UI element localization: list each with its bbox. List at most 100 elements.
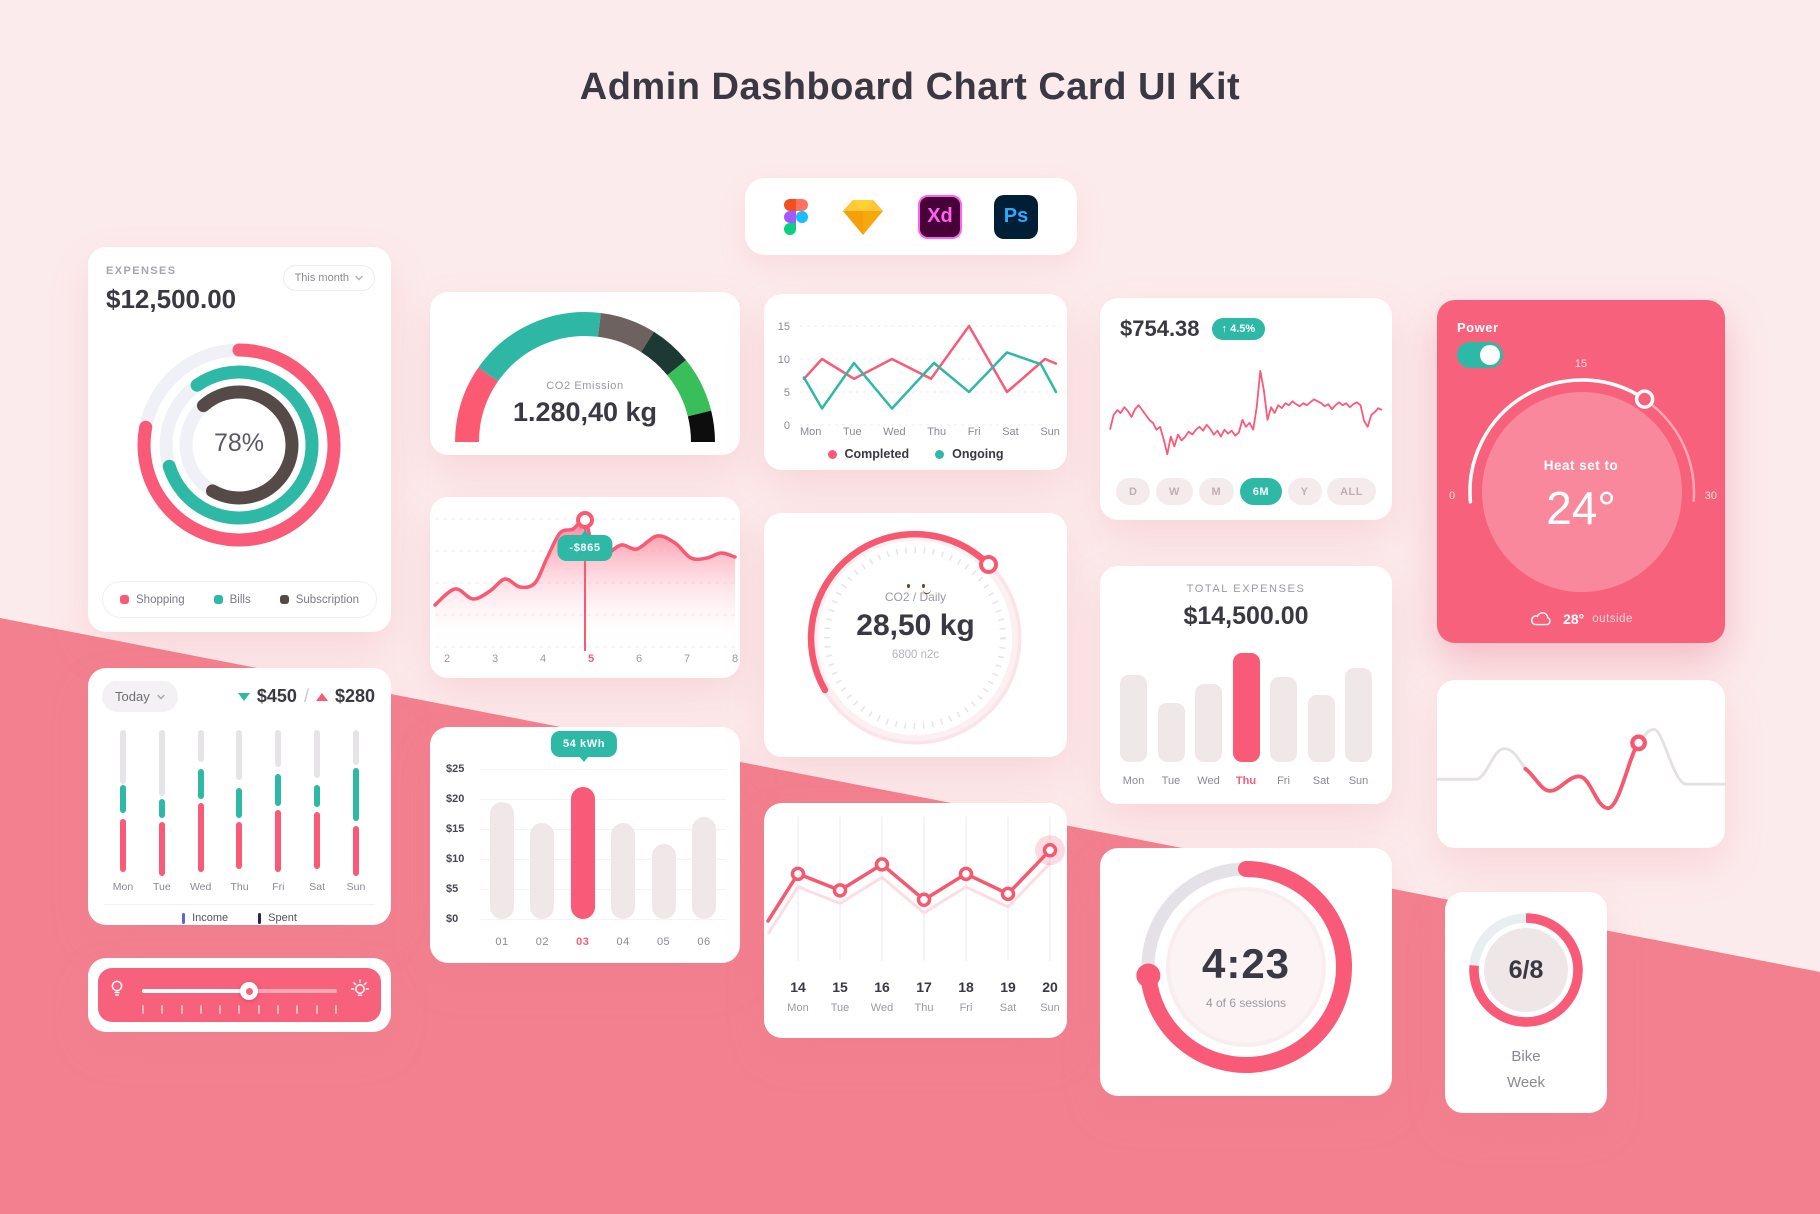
range-button-all[interactable]: ALL: [1327, 478, 1376, 505]
x-axis-label: Sat: [309, 881, 326, 893]
dial-tick-30: 30: [1704, 490, 1717, 502]
range-button-6m[interactable]: 6M: [1239, 478, 1283, 505]
gridline: [480, 919, 726, 920]
values-divider: /: [303, 686, 309, 706]
x-axis-label: Fri: [272, 881, 285, 893]
timer-subtitle: 4 of 6 sessions: [1205, 996, 1287, 1010]
range-button-m[interactable]: M: [1198, 478, 1235, 505]
x-axis-label: Wed: [189, 881, 212, 893]
area-marker: [576, 511, 594, 529]
stock-line-chart: [1109, 369, 1383, 456]
point-marker: [832, 883, 848, 898]
legend-item-spent: Spent: [258, 912, 297, 924]
x-axis-label: Wed: [1197, 775, 1220, 787]
legend-label: Shopping: [136, 593, 185, 606]
thermostat-card: Power 15 0 30 Heat set to 24° 28° outsid…: [1437, 300, 1725, 643]
segment-income: [236, 788, 243, 818]
area-chart: [433, 511, 737, 653]
today-bars-chart: [110, 730, 369, 876]
outside-label: outside: [1592, 612, 1633, 625]
legend-item-completed: Completed: [827, 447, 909, 461]
x-axis-label: 04: [616, 936, 630, 948]
day-label: Wed: [870, 1002, 894, 1014]
x-axis-label: Sat: [1002, 426, 1019, 438]
kwh-bars-card: $25 $20 $15 $10 $5 $0 54 kWh 01 02 03 04 05 06: [430, 727, 740, 963]
gridline: [480, 859, 726, 860]
increase-triangle-icon: [315, 692, 328, 701]
brightness-slider-card: [88, 958, 391, 1032]
bar-06: [691, 817, 716, 919]
legend-item-ongoing: Ongoing: [935, 447, 1003, 461]
sketch-icon: [843, 199, 883, 235]
month-filter-dropdown[interactable]: This month: [282, 265, 375, 291]
design-tools-bar: Xd Ps: [745, 178, 1077, 255]
total-expenses-card: TOTAL EXPENSES $14,500.00 Mon Tue Wed Thu Fr…: [1100, 566, 1392, 804]
dates-line-chart: [766, 817, 1065, 961]
dial-knob[interactable]: [979, 554, 999, 574]
segment-income: [314, 785, 321, 808]
legend-item-subscription: Subscription: [279, 593, 359, 606]
total-x-axis: Mon Tue Wed Thu Fri Sat Sun: [1120, 775, 1372, 787]
legend-item-income: Income: [182, 912, 228, 924]
today-filter-dropdown[interactable]: Today: [102, 681, 178, 712]
range-button-w[interactable]: W: [1156, 478, 1193, 505]
brightness-track[interactable]: [142, 982, 337, 1000]
bike-label-line2: Week: [1506, 1074, 1546, 1092]
bar-01: [490, 802, 514, 919]
total-expenses-title: TOTAL EXPENSES: [1186, 583, 1306, 595]
x-axis-label: Tue: [152, 881, 171, 893]
legend-item-bills: Bills: [213, 594, 251, 606]
slider-knob[interactable]: [240, 982, 259, 1000]
gridline: [480, 769, 726, 770]
timer-value: 4:23: [1201, 940, 1291, 987]
x-axis-label: 8: [731, 653, 739, 665]
bike-week-label: Bike Week: [1445, 1044, 1607, 1097]
brightness-slider: [98, 968, 381, 1022]
bar-column-Thu: [226, 730, 252, 876]
thermostat-knob[interactable]: [1634, 389, 1655, 409]
area-x-axis: 2 3 4 5 6 7 8: [435, 653, 739, 667]
x-axis-label: Tue: [1161, 775, 1181, 787]
income-value: $450: [256, 686, 297, 706]
segment-remaining: [120, 730, 126, 785]
y-axis-label: $25: [446, 763, 465, 775]
x-axis-label: 7: [683, 653, 691, 665]
bar-column-Sun: [343, 730, 369, 876]
co2-daily-title: CO2 / Daily: [884, 590, 947, 604]
week-lines-chart: 15 10 5 0: [778, 321, 1060, 432]
point-marker: [1000, 886, 1016, 902]
x-axis-label: Sun: [1348, 775, 1369, 787]
date-label: 18: [958, 979, 974, 995]
tick-mark: [199, 1005, 202, 1014]
date-label: 19: [1000, 979, 1016, 995]
x-axis-label: Thu: [1235, 775, 1257, 787]
heat-value: 24°: [1546, 482, 1616, 534]
segment-income: [352, 767, 359, 821]
expenses-legend: Shopping Bills Subscription: [102, 581, 377, 618]
gridline: [480, 829, 726, 830]
range-button-y[interactable]: Y: [1287, 478, 1322, 505]
co2-daily-subtitle: 6800 n2c: [891, 649, 940, 661]
y-axis-label: $5: [446, 883, 459, 895]
power-toggle[interactable]: [1457, 342, 1503, 368]
date-label: 20: [1042, 979, 1058, 995]
legend-label: Income: [192, 912, 229, 924]
svg-text:15: 15: [778, 321, 790, 333]
bike-progress-value: 6/8: [1508, 956, 1544, 984]
chevron-down-icon: [355, 275, 363, 281]
x-axis-label: Thu: [230, 881, 249, 893]
tick-mark: [219, 1005, 222, 1014]
divider-line: [104, 904, 375, 905]
segment-remaining: [275, 730, 282, 767]
x-axis-label: Mon: [800, 426, 822, 438]
range-button-d[interactable]: D: [1116, 478, 1151, 505]
bulb-dim-icon: [111, 980, 123, 996]
legend-bar-icon: [258, 912, 262, 924]
total-bars-chart: [1120, 622, 1372, 762]
legend-label: Subscription: [295, 593, 359, 606]
dial-tick-15: 15: [1574, 358, 1588, 370]
svg-text:5: 5: [784, 387, 790, 399]
point-marker: [874, 857, 890, 872]
expenses-card: EXPENSES $12,500.00 This month 78% Shopp…: [88, 247, 391, 632]
